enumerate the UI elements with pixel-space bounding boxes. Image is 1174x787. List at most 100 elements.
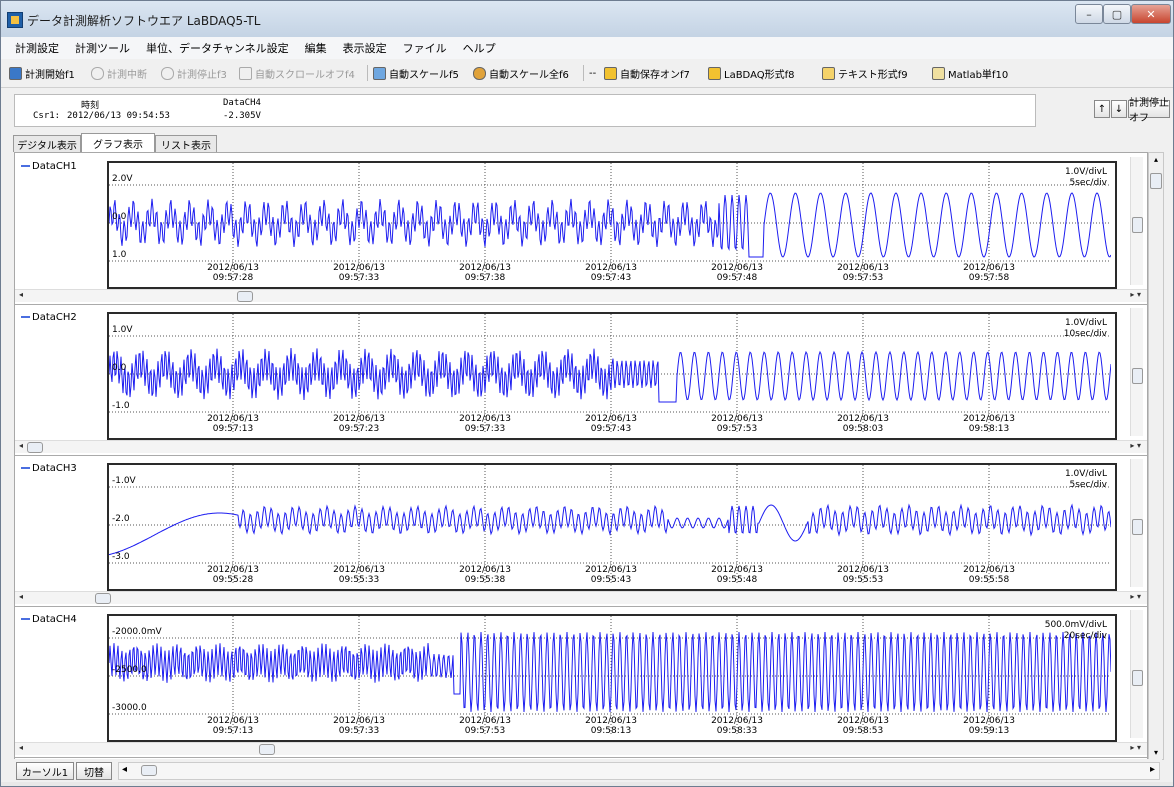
- pause-measure-button[interactable]: 計測中断: [91, 65, 147, 81]
- scroll-down-button[interactable]: ↓: [1111, 100, 1127, 118]
- dash-button[interactable]: --: [589, 67, 597, 79]
- time-tick-label: 2012/06/13 09:55:53: [823, 565, 903, 585]
- tick-time: 09:55:28: [212, 575, 254, 585]
- panel-scroll-thumb[interactable]: [1132, 217, 1143, 233]
- main-vertical-scrollbar[interactable]: ▴ ▾: [1148, 152, 1164, 760]
- scroll-right-arrow-icon[interactable]: ▸ ▾: [1130, 592, 1141, 601]
- time-tick-label: 2012/06/13 09:57:53: [445, 716, 525, 736]
- bottom-scrollbar[interactable]: ◂ ▸: [118, 762, 1160, 780]
- time-tick-label: 2012/06/13 09:55:38: [445, 565, 525, 585]
- scroll-up-button[interactable]: ↑: [1094, 100, 1110, 118]
- waveform-plot[interactable]: 2.0V 0.0 1.0 1.0V/divL 5sec/div 2012/06/13 09:…: [107, 161, 1117, 289]
- panel-scroll-thumb[interactable]: [1132, 670, 1143, 686]
- maximize-button[interactable]: ▢: [1103, 4, 1131, 24]
- panel-scroll-thumb[interactable]: [1132, 368, 1143, 384]
- cursor-selector[interactable]: カーソル1: [16, 762, 74, 780]
- panel-horizontal-scrollbar[interactable]: ◂ ▸ ▾: [15, 440, 1147, 453]
- panel-vertical-scrollbar[interactable]: [1130, 157, 1143, 285]
- panel-horizontal-scrollbar[interactable]: ◂ ▸ ▾: [15, 591, 1147, 604]
- channel-panel: DataCH2 1.0V 0.0 -1.0 1.0V/divL 10sec/div 2012…: [15, 304, 1147, 456]
- status-bar: [1, 782, 1173, 786]
- tab-graph[interactable]: グラフ表示: [81, 133, 155, 153]
- time-tick-label: 2012/06/13 09:57:33: [445, 414, 525, 434]
- tick-date: 2012/06/13: [711, 414, 763, 424]
- tab-digital[interactable]: デジタル表示: [13, 135, 81, 152]
- start-measure-button[interactable]: 計測開始f1: [9, 65, 75, 81]
- menu-bar: 計測設定 計測ツール 単位、データチャンネル設定 編集 表示設定 ファイル ヘル…: [1, 37, 1173, 59]
- panel-horizontal-scrollbar[interactable]: ◂ ▸ ▾: [15, 742, 1147, 755]
- scale-all-icon: [473, 66, 486, 80]
- tick-date: 2012/06/13: [207, 716, 259, 726]
- scroll-right-arrow-icon[interactable]: ▸ ▾: [1130, 441, 1141, 450]
- autoscale-label: 自動スケールf5: [389, 69, 459, 81]
- minimize-button[interactable]: –: [1075, 4, 1103, 24]
- scale-bottom-label: -3.0: [112, 552, 130, 562]
- panel-horizontal-scrollbar[interactable]: ◂ ▸ ▾: [15, 289, 1147, 302]
- scroll-up-arrow-icon[interactable]: ▴: [1153, 155, 1158, 164]
- labdaq-format-button[interactable]: LaBDAQ形式f8: [708, 65, 795, 81]
- autoscale-button[interactable]: 自動スケールf5: [373, 65, 459, 81]
- stop-measure-off-button[interactable]: 計測停止オフ: [1128, 98, 1170, 124]
- time-tick-label: 2012/06/13 09:55:43: [571, 565, 651, 585]
- menu-edit[interactable]: 編集: [304, 42, 327, 55]
- channel-panel: DataCH3 -1.0V -2.0 -3.0 1.0V/divL 5sec/div 201…: [15, 455, 1147, 607]
- menu-measure-tools[interactable]: 計測ツール: [75, 42, 130, 55]
- scale-mid-label: 0.0: [112, 212, 127, 222]
- scroll-left-arrow-icon[interactable]: ◂: [19, 743, 24, 752]
- time-tick-label: 2012/06/13 09:58:33: [697, 716, 777, 736]
- menu-file[interactable]: ファイル: [402, 42, 447, 55]
- channel-name: DataCH3: [21, 463, 77, 474]
- horizontal-scroll-thumb[interactable]: [27, 442, 43, 453]
- tick-time: 09:59:13: [968, 726, 1010, 736]
- scroll-right-arrow-icon[interactable]: ▸ ▾: [1130, 290, 1141, 299]
- waveform-plot[interactable]: -1.0V -2.0 -3.0 1.0V/divL 5sec/div 2012/06/13…: [107, 463, 1117, 591]
- bottom-left-arrow-icon[interactable]: ◂: [122, 764, 128, 775]
- scroll-right-arrow-icon[interactable]: ▸ ▾: [1130, 743, 1141, 752]
- scroll-left-arrow-icon[interactable]: ◂: [19, 290, 24, 299]
- panel-vertical-scrollbar[interactable]: [1130, 610, 1143, 738]
- autosave-button[interactable]: 自動保存オンf7: [604, 65, 690, 81]
- scroll-left-arrow-icon[interactable]: ◂: [19, 592, 24, 601]
- time-tick-label: 2012/06/13 09:57:53: [823, 263, 903, 283]
- tab-list[interactable]: リスト表示: [155, 135, 217, 152]
- tick-date: 2012/06/13: [585, 414, 637, 424]
- time-tick-label: 2012/06/13 09:55:33: [319, 565, 399, 585]
- toolbar: 計測開始f1 計測中断 計測停止f3 自動スクロールオフf4 自動スケールf5 …: [1, 59, 1173, 88]
- bottom-right-arrow-icon[interactable]: ▸: [1149, 764, 1155, 775]
- scale-bottom-label: 1.0: [112, 250, 127, 260]
- main-scroll-thumb[interactable]: [1150, 173, 1162, 189]
- tick-time: 09:57:53: [842, 273, 884, 283]
- autoscroll-button[interactable]: 自動スクロールオフf4: [239, 65, 355, 81]
- cursor-info-panel: 時刻 DataCH4 Csr1: 2012/06/13 09:54:53 -2.…: [14, 94, 1036, 127]
- menu-help[interactable]: ヘルプ: [462, 42, 496, 55]
- div-volt-label: 1.0V/divL: [1064, 469, 1107, 479]
- waveform-plot[interactable]: -2000.0mV -2500.0 -3000.0 500.0mV/divL 20sec…: [107, 614, 1117, 742]
- play-icon: [9, 66, 22, 80]
- time-tick-label: 2012/06/13 09:57:48: [697, 263, 777, 283]
- switch-button[interactable]: 切替: [76, 762, 112, 780]
- stop-measure-button[interactable]: 計測停止f3: [161, 65, 227, 81]
- menu-unit-channel[interactable]: 単位、データチャンネル設定: [146, 42, 289, 55]
- tick-time: 09:55:58: [968, 575, 1010, 585]
- horizontal-scroll-thumb[interactable]: [95, 593, 111, 604]
- matlab-button[interactable]: Matlab単f10: [932, 65, 1008, 81]
- bottom-scroll-thumb[interactable]: [141, 765, 157, 776]
- scale-icon: [373, 66, 386, 80]
- scroll-down-arrow-icon[interactable]: ▾: [1153, 748, 1158, 757]
- tick-time: 09:58:33: [716, 726, 758, 736]
- scale-top-label: -2000.0mV: [112, 627, 162, 637]
- save-icon: [604, 66, 617, 80]
- autoscale-all-button[interactable]: 自動スケール全f6: [473, 65, 569, 81]
- menu-display-settings[interactable]: 表示設定: [342, 42, 387, 55]
- text-format-button[interactable]: テキスト形式f9: [822, 65, 908, 81]
- horizontal-scroll-thumb[interactable]: [259, 744, 275, 755]
- panel-vertical-scrollbar[interactable]: [1130, 459, 1143, 587]
- panel-scroll-thumb[interactable]: [1132, 519, 1143, 535]
- horizontal-scroll-thumb[interactable]: [237, 291, 253, 302]
- panel-vertical-scrollbar[interactable]: [1130, 308, 1143, 436]
- close-button[interactable]: ✕: [1131, 4, 1171, 24]
- scroll-left-arrow-icon[interactable]: ◂: [19, 441, 24, 450]
- autoscroll-label: 自動スクロールオフf4: [255, 69, 355, 81]
- menu-measure-settings[interactable]: 計測設定: [15, 42, 59, 55]
- waveform-plot[interactable]: 1.0V 0.0 -1.0 1.0V/divL 10sec/div 2012/06/13 0…: [107, 312, 1117, 440]
